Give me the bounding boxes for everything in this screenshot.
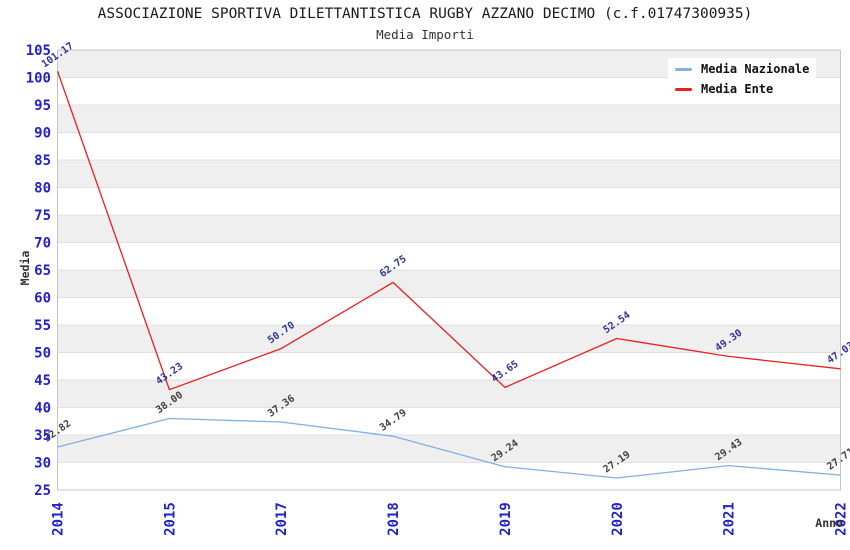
x-tick-label: 2015	[162, 502, 178, 536]
y-tick-label: 85	[34, 153, 51, 169]
y-tick-label: 90	[34, 126, 51, 142]
x-tick-label: 2022	[834, 502, 850, 536]
series-line-media-nazionale	[57, 417, 841, 479]
y-tick-label: 100	[26, 71, 51, 87]
plot-band	[57, 132, 841, 160]
legend-label-media-ente: Media Ente	[701, 82, 774, 96]
x-tick-label: 2019	[498, 502, 514, 536]
y-tick-label: 75	[34, 208, 51, 224]
y-tick-label: 50	[34, 346, 51, 362]
chart-title: ASSOCIAZIONE SPORTIVA DILETTANTISTICA RU…	[97, 6, 753, 22]
plot-band	[57, 160, 841, 188]
y-tick-label: 45	[34, 373, 51, 389]
y-tick-label: 65	[34, 263, 51, 279]
y-tick-label: 80	[34, 181, 51, 197]
y-axis-title: Media	[18, 250, 32, 286]
legend-swatch-media-nazionale	[675, 68, 692, 71]
y-tick-label: 70	[34, 236, 51, 252]
legend-swatch-media-ente	[675, 88, 692, 91]
y-tick-label: 25	[34, 483, 51, 499]
plot-band	[57, 325, 841, 353]
plot-band	[57, 105, 841, 133]
legend-item-media-nazionale: Media Nazionale	[675, 63, 809, 76]
x-tick-label: 2018	[386, 502, 402, 536]
plot-border	[57, 49, 841, 491]
x-tick-label: 2017	[274, 502, 290, 536]
x-axis-title: Anno	[815, 516, 843, 530]
y-tick-label: 55	[34, 318, 51, 334]
x-tick-label: 2014	[51, 502, 67, 536]
y-tick-label: 35	[34, 428, 51, 444]
x-tick-label: 2021	[722, 502, 738, 536]
plot-band	[57, 270, 841, 298]
y-tick-label: 95	[34, 98, 51, 114]
y-tick-label: 60	[34, 291, 51, 307]
chart-subtitle: Media Importi	[376, 27, 474, 42]
x-tick-label: 2020	[610, 502, 626, 536]
series-line-media-ente	[56, 70, 841, 391]
legend-item-media-ente: Media Ente	[675, 83, 809, 96]
y-tick-label: 30	[34, 456, 51, 472]
plot-band	[57, 187, 841, 215]
plot-band	[57, 435, 841, 463]
legend: Media Nazionale Media Ente	[668, 58, 817, 101]
plot-band	[57, 352, 841, 380]
plot-band	[57, 380, 841, 408]
y-tick-label: 105	[26, 43, 51, 59]
legend-label-media-nazionale: Media Nazionale	[701, 62, 810, 76]
plot-band	[57, 242, 841, 270]
plot-band	[57, 297, 841, 325]
y-tick-label: 40	[34, 401, 51, 417]
plot-band	[57, 407, 841, 435]
plot-band	[57, 215, 841, 243]
